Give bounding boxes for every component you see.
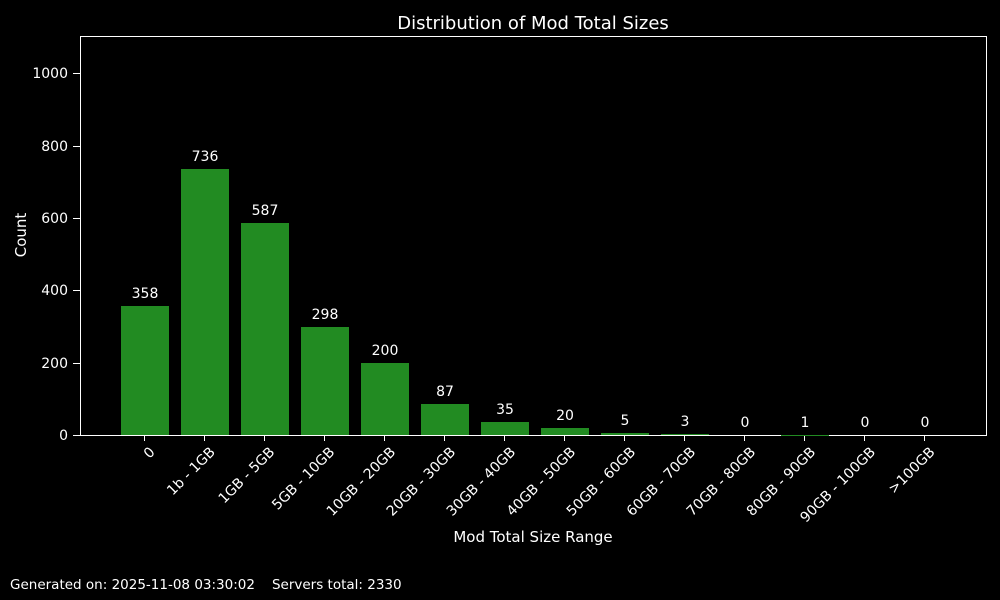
bar-value-label: 1: [800, 414, 810, 431]
bar-value-label: 5: [620, 413, 630, 430]
y-tick-mark: [73, 218, 80, 219]
x-tick-label-text: 1GB - 5GB: [215, 444, 279, 508]
x-tick-mark: [504, 436, 505, 441]
bar: [241, 222, 289, 435]
bar: [421, 403, 469, 435]
x-tick-mark: [204, 436, 205, 441]
x-axis: 0 1b - 1GB 1GB - 5GB 5GB - 10GB 10GB - 20GB 2…: [80, 436, 986, 546]
bar-value-label: 3: [680, 413, 690, 430]
x-axis-label: Mod Total Size Range: [453, 528, 613, 546]
x-tick-mark: [924, 436, 925, 441]
bar-value-label: 35: [496, 402, 514, 419]
chart-title: Distribution of Mod Total Sizes: [397, 13, 669, 34]
x-tick-mark: [324, 436, 325, 441]
bar-value-label: 20: [556, 407, 574, 424]
x-tick-mark: [624, 436, 625, 441]
bar-value-label: 200: [371, 342, 399, 359]
x-tick-mark: [864, 436, 865, 441]
bar-value-label: 87: [436, 383, 454, 400]
footer-status-text: Generated on: 2025-11-08 03:30:02 Servers…: [10, 577, 402, 593]
y-tick-mark: [73, 290, 80, 291]
bar-value-label: 358: [131, 285, 159, 302]
y-tick-mark: [73, 435, 80, 436]
x-tick-label-text: >100GB: [885, 444, 939, 498]
bar: [661, 433, 709, 435]
x-tick-mark: [804, 436, 805, 441]
y-tick-mark: [73, 73, 80, 74]
y-tick-label: 600: [41, 211, 68, 227]
y-tick-label: 400: [41, 283, 68, 299]
bar: [481, 422, 529, 435]
bar: [181, 168, 229, 435]
bar: [121, 305, 169, 435]
generated-timestamp: Generated on: 2025-11-08 03:30:02: [10, 577, 255, 593]
servers-total: Servers total: 2330: [271, 577, 402, 593]
y-tick-label: 1000: [32, 66, 68, 82]
x-tick-mark: [564, 436, 565, 441]
x-tick-mark: [384, 436, 385, 441]
y-tick-mark: [73, 146, 80, 147]
bar-value-label: 587: [251, 202, 279, 219]
y-tick-label: 800: [41, 139, 68, 155]
x-tick-mark: [444, 436, 445, 441]
bar: [601, 433, 649, 435]
x-tick-mark: [684, 436, 685, 441]
x-tick-label-text: 0: [140, 444, 159, 462]
plot-area: 358 736 587 298 200 87 35 20 5 3 0 1 0 0: [80, 36, 987, 436]
bar-value-label: 736: [191, 148, 219, 165]
x-tick-mark: [744, 436, 745, 441]
x-tick-mark: [264, 436, 265, 441]
bar-value-label: 0: [860, 415, 870, 431]
bar: [361, 362, 409, 435]
bar-value-label: 0: [920, 415, 930, 431]
x-tick-label-text: 1b - 1GB: [164, 444, 219, 499]
bar-value-label: 0: [740, 415, 750, 431]
x-tick-mark: [144, 436, 145, 441]
bar: [541, 427, 589, 435]
bar: [301, 327, 349, 435]
y-tick-label: 200: [41, 356, 68, 372]
y-tick-label: 0: [59, 428, 68, 444]
bar-value-label: 298: [311, 307, 339, 324]
y-tick-mark: [73, 363, 80, 364]
